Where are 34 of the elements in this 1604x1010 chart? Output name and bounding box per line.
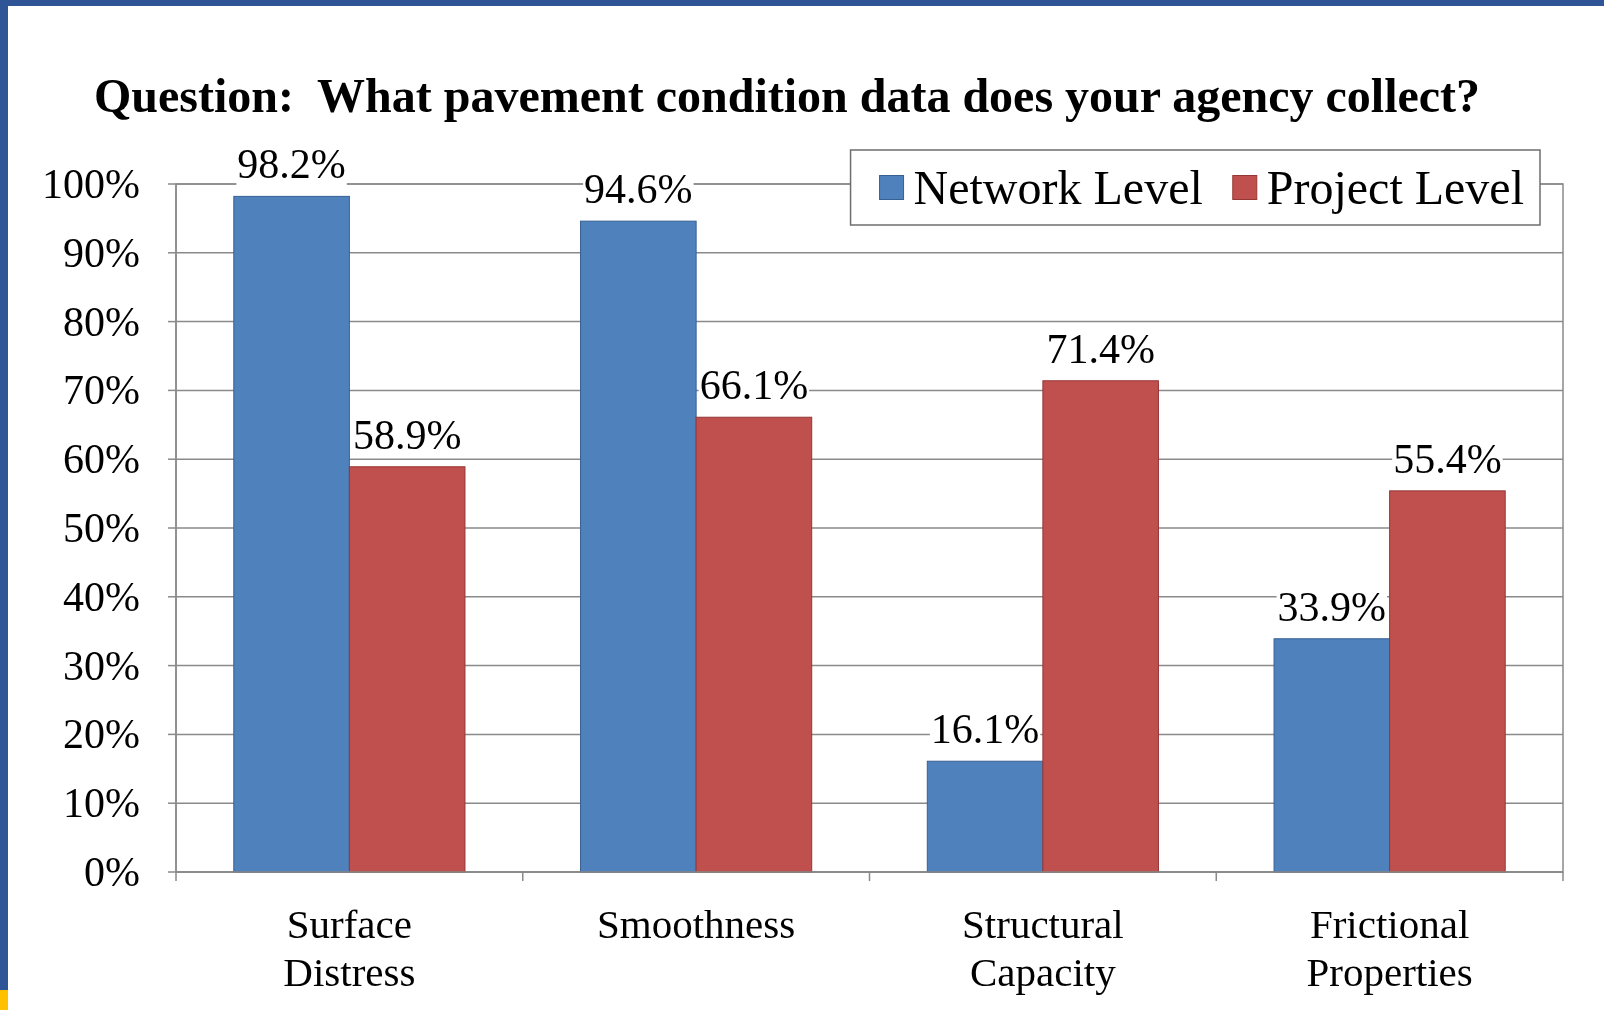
y-tick-label: 0%: [84, 849, 140, 895]
y-tick-label: 60%: [63, 436, 140, 483]
bar: [1389, 490, 1506, 873]
bar: [695, 416, 813, 873]
y-tick-label: 50%: [63, 505, 140, 551]
x-tick-label: Structural Capacity: [962, 901, 1124, 995]
legend-label: Project Level: [1266, 160, 1525, 214]
data-label: 94.6%: [584, 166, 693, 213]
y-tick-label: 90%: [63, 229, 140, 276]
y-tick-label: 70%: [63, 367, 140, 414]
bar: [580, 220, 697, 873]
x-tick-label: Frictional Properties: [1306, 901, 1473, 995]
x-tick-label: Smoothness: [597, 901, 796, 947]
y-tick-label: 30%: [63, 642, 140, 689]
data-label: 71.4%: [1046, 325, 1155, 372]
data-label: 55.4%: [1393, 435, 1502, 482]
data-label: 66.1%: [699, 362, 809, 409]
bar: [348, 466, 466, 873]
chart-title: Question: What pavement condition data does your agency collect?: [93, 69, 1481, 122]
y-tick-label: 20%: [63, 711, 140, 758]
x-tick-label: Surface Distress: [283, 901, 416, 995]
data-label: 33.9%: [1277, 583, 1387, 630]
bar: [1042, 380, 1159, 873]
bar: [926, 760, 1044, 873]
data-label: 16.1%: [930, 706, 1040, 753]
y-tick-label: 100%: [42, 161, 140, 207]
bar: [233, 195, 350, 873]
data-label: 98.2%: [237, 141, 346, 188]
y-tick-label: 80%: [63, 298, 140, 345]
data-label: 58.9%: [352, 411, 462, 458]
bar: [1273, 638, 1391, 873]
y-tick-label: 10%: [63, 780, 140, 827]
y-tick-label: 40%: [63, 573, 140, 620]
legend-label: Network Level: [913, 160, 1203, 214]
